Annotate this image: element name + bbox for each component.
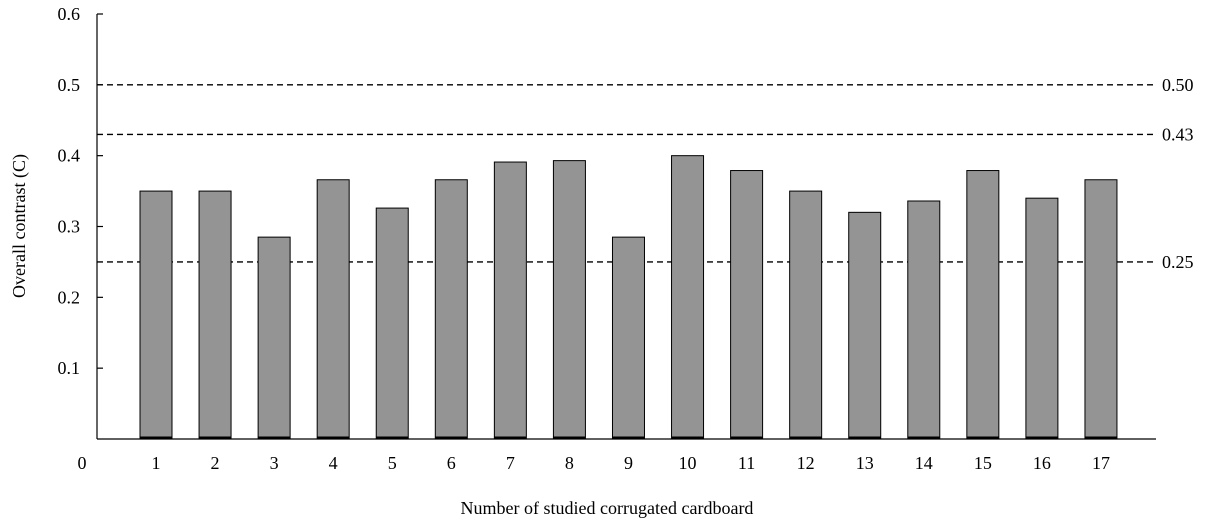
x-tick-label: 6 [447, 453, 456, 473]
bar [139, 190, 173, 440]
y-tick-label: 0.5 [58, 75, 81, 95]
reference-line-label: 0.50 [1162, 75, 1194, 95]
y-tick-label: 0.6 [58, 4, 81, 24]
bar [198, 190, 232, 440]
y-tick-label: 0.4 [58, 146, 81, 166]
x-tick-label: 10 [679, 453, 697, 473]
bar [257, 236, 291, 440]
y-ticks-group: 0.1 0.2 0.3 0.4 0.5 0.6 [58, 4, 103, 378]
x-tick-label: 3 [270, 453, 279, 473]
bar [848, 211, 882, 440]
x-tick-label: 1 [152, 453, 161, 473]
bar [316, 179, 350, 440]
bar [789, 190, 823, 440]
x-tick-label: 16 [1033, 453, 1051, 473]
x-tick-label: 12 [797, 453, 815, 473]
bars-group [139, 155, 1118, 440]
x-tick-label: 5 [388, 453, 397, 473]
x-tick-label: 13 [856, 453, 874, 473]
bar [493, 161, 527, 440]
x-axis-title: Number of studied corrugated cardboard [461, 498, 754, 518]
x-tick-label: 4 [329, 453, 338, 473]
x-tick-label: 9 [624, 453, 633, 473]
bar [1084, 179, 1118, 440]
bar [730, 170, 764, 440]
x-tick-label: 15 [974, 453, 992, 473]
bar [552, 160, 586, 440]
bar [907, 200, 941, 440]
x-tick-label: 7 [506, 453, 515, 473]
origin-label: 0 [78, 453, 87, 473]
y-tick-label: 0.3 [58, 217, 81, 237]
bar [611, 236, 645, 440]
bar [434, 179, 468, 440]
x-tick-label: 17 [1092, 453, 1110, 473]
bar [375, 207, 409, 440]
y-tick-label: 0.2 [58, 287, 81, 307]
y-axis-title: Overall contrast (C) [9, 154, 30, 298]
x-tick-label: 2 [211, 453, 220, 473]
x-ticks-group: 1 2 3 4 5 6 7 8 9 10 11 12 13 14 15 16 17 [152, 453, 1110, 473]
bar [671, 155, 705, 440]
x-tick-label: 8 [565, 453, 574, 473]
x-tick-label: 11 [738, 453, 755, 473]
x-tick-label: 14 [915, 453, 933, 473]
bar [1025, 197, 1059, 440]
y-tick-label: 0.1 [58, 358, 81, 378]
reference-line-label: 0.43 [1162, 124, 1194, 144]
bar [966, 170, 1000, 440]
reference-line-label: 0.25 [1162, 252, 1194, 272]
